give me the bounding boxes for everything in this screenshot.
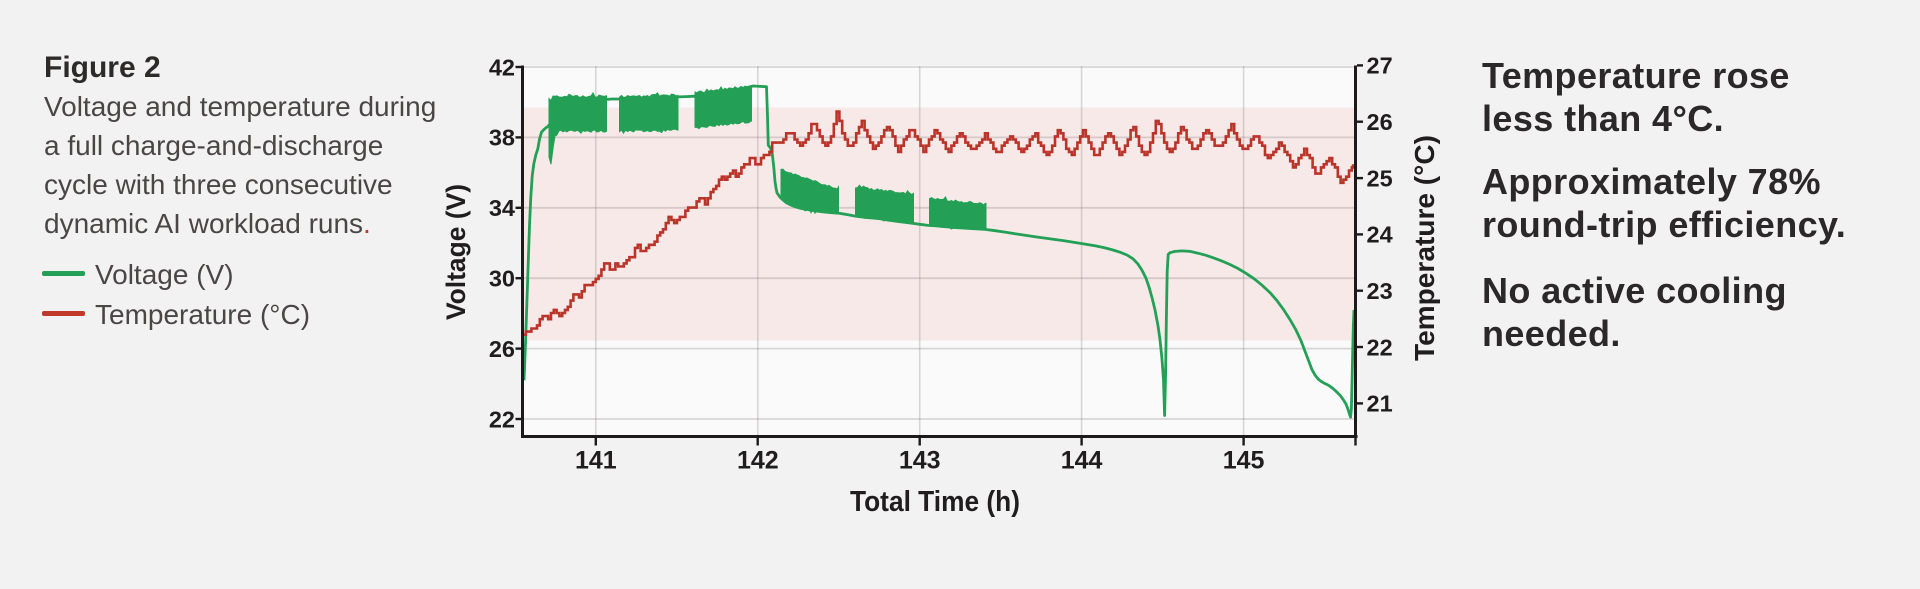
svg-text:145: 145 xyxy=(1223,447,1265,475)
svg-text:23: 23 xyxy=(1367,278,1393,304)
svg-text:Temperature (°C): Temperature (°C) xyxy=(1409,135,1440,361)
svg-text:Total Time (h): Total Time (h) xyxy=(850,486,1020,518)
svg-text:25: 25 xyxy=(1367,165,1393,191)
svg-text:143: 143 xyxy=(899,447,941,475)
svg-text:144: 144 xyxy=(1061,447,1103,475)
svg-text:22: 22 xyxy=(489,406,515,432)
svg-text:141: 141 xyxy=(575,447,617,475)
svg-text:38: 38 xyxy=(489,125,515,151)
svg-text:22: 22 xyxy=(1367,334,1393,360)
svg-text:34: 34 xyxy=(489,195,515,221)
svg-text:30: 30 xyxy=(489,266,515,292)
svg-text:24: 24 xyxy=(1367,222,1393,248)
svg-text:26: 26 xyxy=(489,336,515,362)
svg-text:Voltage (V): Voltage (V) xyxy=(441,184,471,320)
svg-text:21: 21 xyxy=(1367,391,1393,417)
svg-text:42: 42 xyxy=(489,54,515,80)
svg-text:27: 27 xyxy=(1367,53,1393,79)
svg-text:142: 142 xyxy=(737,447,779,475)
svg-text:26: 26 xyxy=(1367,109,1393,135)
